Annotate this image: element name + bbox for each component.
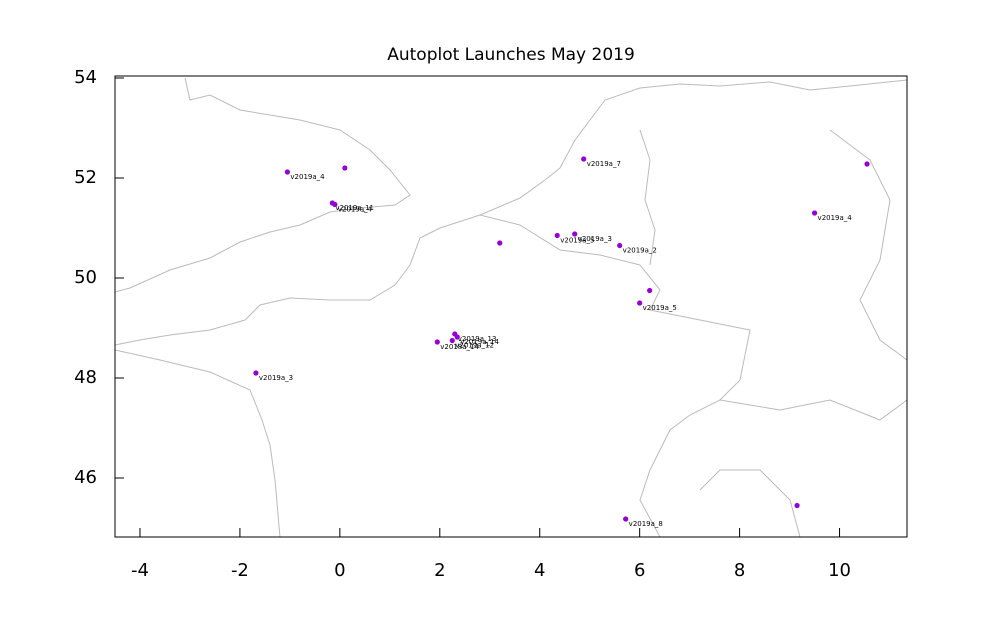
- point-label: v2019a_13: [458, 335, 497, 343]
- point: [581, 156, 587, 162]
- plot-frame: [114, 75, 908, 538]
- coastline: [699, 469, 801, 538]
- border: [479, 214, 751, 538]
- point: [864, 161, 870, 167]
- coastline: [419, 79, 908, 239]
- point: [332, 201, 338, 208]
- point: [454, 334, 460, 340]
- point-label: v2019a_5: [560, 237, 594, 245]
- y-tick-label: 46: [74, 467, 97, 488]
- border: [829, 129, 908, 361]
- point-label: v2019a_5: [643, 304, 677, 312]
- point-label: v2019a_11: [335, 204, 374, 212]
- point-label: v2019a_14: [460, 338, 499, 346]
- map-background: [114, 77, 908, 538]
- x-tick-label: 4: [534, 560, 545, 581]
- point: [794, 502, 800, 509]
- point-label: v2019a_4: [338, 206, 373, 214]
- coastline: [114, 349, 281, 538]
- x-tick-label: 0: [334, 560, 345, 581]
- coastline: [114, 237, 421, 346]
- point: [647, 287, 653, 294]
- point: [554, 232, 560, 239]
- point-label: v2019a_12: [455, 342, 494, 350]
- point-label: v2019a_4: [290, 173, 325, 181]
- point: [811, 210, 818, 216]
- point: [434, 339, 440, 345]
- point-label: v2019a_2: [623, 247, 657, 255]
- x-tick-label: 2: [434, 560, 445, 581]
- border: [719, 399, 908, 421]
- y-tick-label: 52: [74, 167, 97, 188]
- x-tick-label: 8: [734, 560, 745, 581]
- point-label: v2019a_3: [578, 235, 612, 243]
- point: [449, 337, 455, 344]
- point: [617, 242, 623, 249]
- x-tick-label: -2: [231, 560, 249, 581]
- point: [342, 165, 348, 171]
- point-label: v2019a_3: [259, 374, 293, 382]
- x-tick-label: 6: [634, 560, 645, 581]
- point-label: v2019a_8: [629, 520, 663, 528]
- x-tick-label: 10: [828, 560, 851, 581]
- y-tick-label: 48: [74, 367, 97, 388]
- point: [572, 231, 578, 237]
- border: [639, 129, 656, 266]
- point: [637, 300, 643, 306]
- y-tick-label: 54: [74, 67, 97, 88]
- x-tick-label: -4: [131, 560, 149, 581]
- chart-title: Autoplot Launches May 2019: [387, 45, 635, 65]
- point: [284, 169, 290, 175]
- point: [253, 370, 259, 376]
- point-label: v2019a_7: [587, 160, 621, 168]
- point: [497, 240, 503, 246]
- point: [623, 516, 629, 522]
- point-label: v2018a_14: [440, 343, 479, 351]
- point-label: v2019a_4: [818, 214, 853, 222]
- coastline: [114, 77, 411, 293]
- y-tick-label: 50: [74, 267, 97, 288]
